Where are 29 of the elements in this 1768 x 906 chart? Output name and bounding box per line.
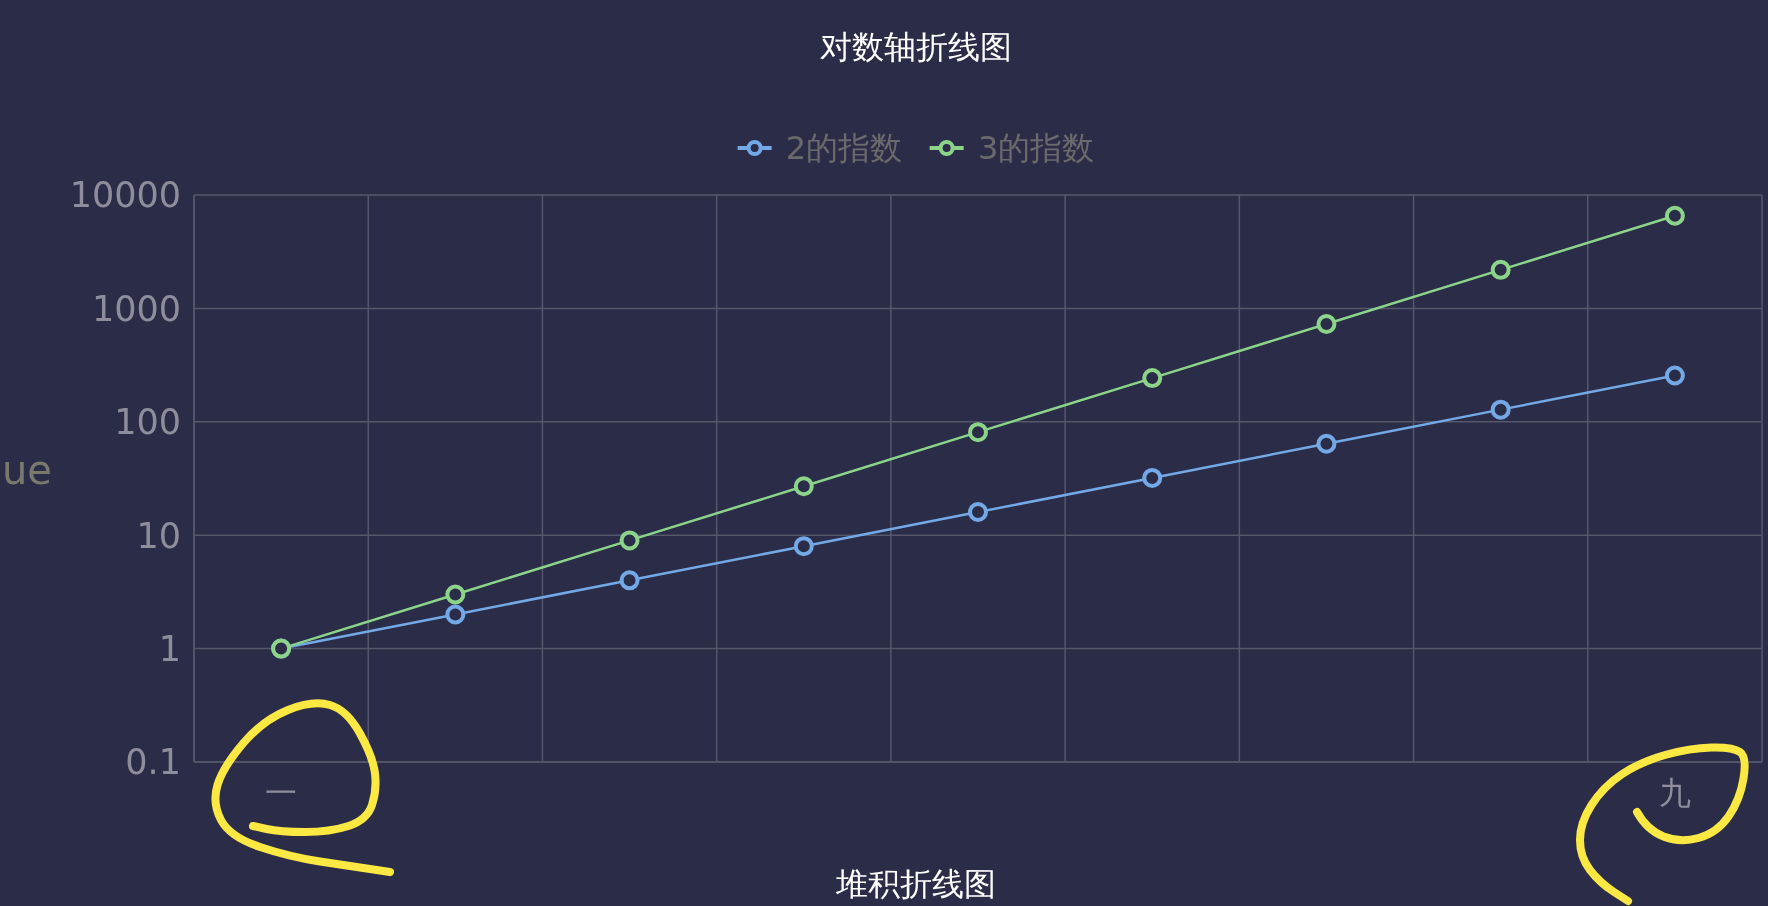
y-tick-label: 10 [136, 515, 181, 556]
point [1316, 313, 1337, 334]
point [1490, 399, 1511, 420]
point [1664, 205, 1685, 226]
point [1142, 467, 1163, 488]
point [619, 530, 640, 551]
chart-title: 对数轴折线图 [820, 27, 1012, 67]
point [793, 536, 814, 557]
point [968, 422, 988, 443]
x-tick-label: 一 [265, 774, 298, 812]
y-tick-label: 0.1 [125, 742, 181, 783]
y-tick-label: 100 [114, 402, 181, 443]
y-tick-label: 10000 [69, 175, 181, 216]
point [793, 476, 814, 497]
point [445, 604, 466, 625]
x-tick-label: 九 [1658, 774, 1691, 812]
point [1490, 259, 1511, 280]
text: 堆积折线图 [836, 865, 996, 903]
point [445, 584, 466, 605]
point [1316, 433, 1337, 454]
point [968, 502, 988, 523]
y-tick-label: 1 [158, 629, 181, 670]
legend-label: 2的指数 [785, 128, 902, 168]
point [619, 570, 640, 591]
y-tick-label: 1000 [91, 288, 181, 329]
point [1664, 365, 1685, 386]
point [1142, 368, 1163, 389]
y-axis-title: ue [2, 447, 52, 493]
legend-label: 3的指数 [978, 128, 1095, 168]
